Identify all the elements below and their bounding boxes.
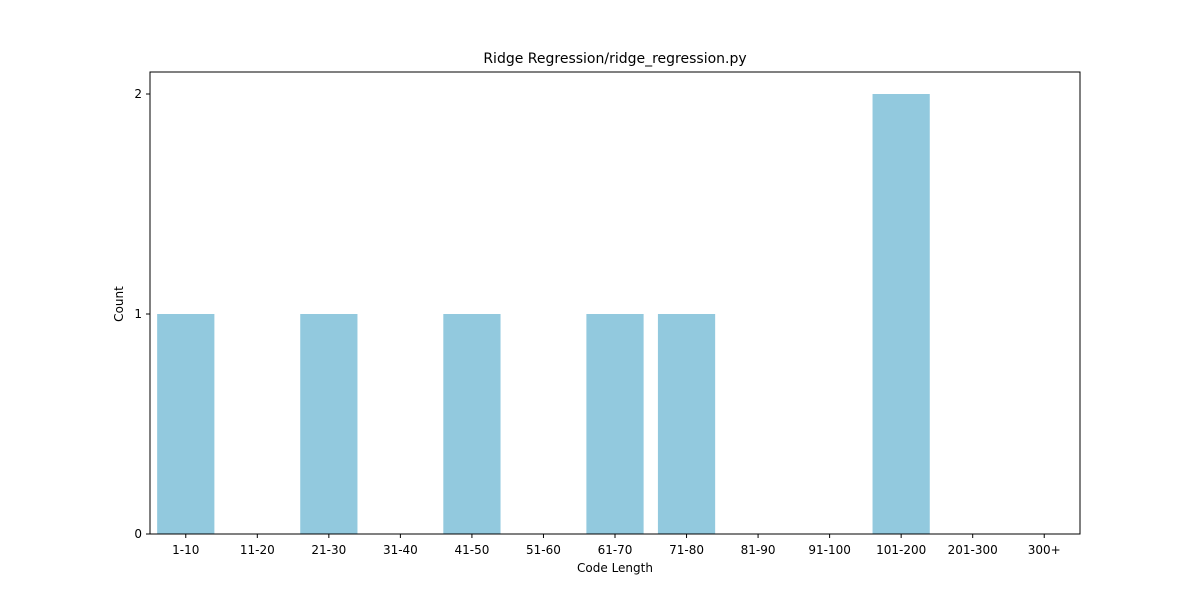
x-axis-label: Code Length [577, 561, 653, 575]
x-tick-label: 101-200 [876, 543, 926, 557]
x-tick-label: 41-50 [454, 543, 489, 557]
bar-71-80 [657, 314, 716, 534]
x-axis: 1-10 11-20 21-30 31-40 41-50 51-60 61-70 71-80 8… [172, 534, 1061, 557]
bar-101-200 [872, 94, 930, 534]
x-tick-label: 11-20 [240, 543, 275, 557]
bar-41-50 [443, 314, 501, 534]
x-tick-label: 21-30 [311, 543, 346, 557]
bar-1-10 [157, 314, 215, 534]
x-tick-label: 81-90 [741, 543, 776, 557]
x-tick-label: 31-40 [383, 543, 418, 557]
x-tick-label: 1-10 [172, 543, 199, 557]
x-tick-label: 91-100 [808, 543, 851, 557]
x-tick-label: 51-60 [526, 543, 561, 557]
bar-61-70 [586, 314, 644, 534]
x-tick-label: 300+ [1028, 543, 1061, 557]
chart-title: Ridge Regression/ridge_regression.py [483, 51, 746, 67]
y-tick-label: 2 [134, 87, 142, 101]
y-axis: 0 1 2 [134, 87, 150, 541]
x-tick-label: 71-80 [669, 543, 704, 557]
bars-group [157, 94, 930, 534]
x-tick-label: 61-70 [598, 543, 633, 557]
bar-21-30 [300, 314, 358, 534]
x-tick-label: 201-300 [948, 543, 998, 557]
y-tick-label: 1 [134, 307, 142, 321]
y-tick-label: 0 [134, 527, 142, 541]
y-axis-label: Count [112, 286, 126, 322]
